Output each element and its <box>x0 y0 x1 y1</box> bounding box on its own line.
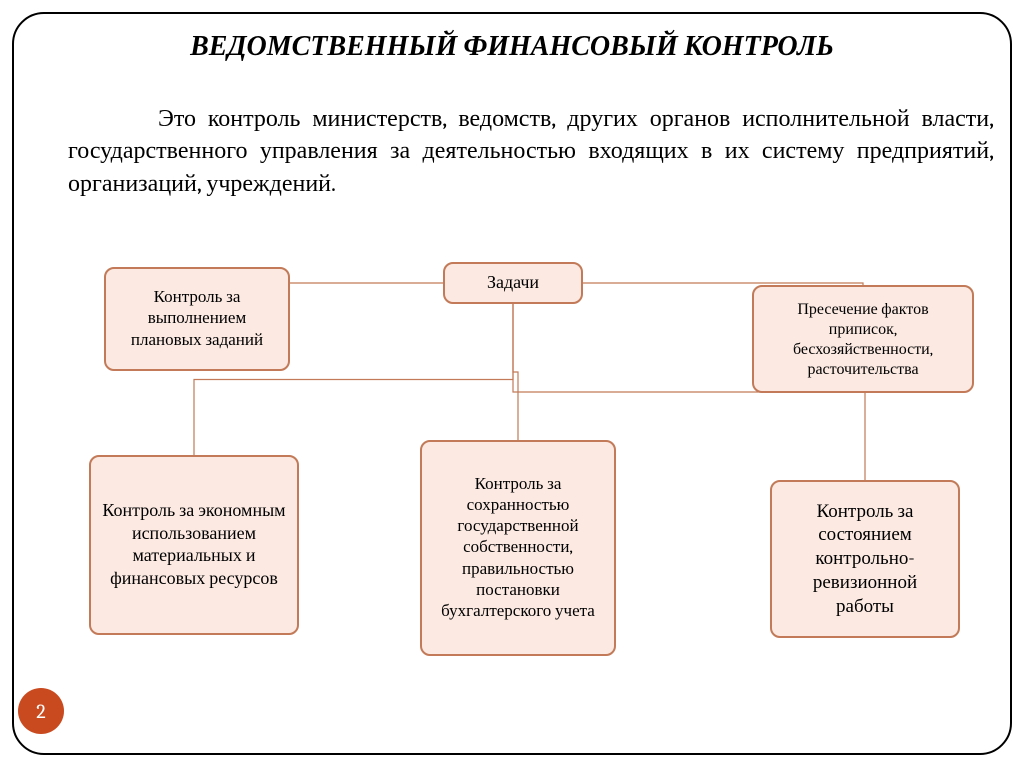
slide: ВЕДОМСТВЕННЫЙ ФИНАНСОВЫЙ КОНТРОЛЬ Это ко… <box>0 0 1024 767</box>
page-number-badge: 2 <box>18 688 64 734</box>
diagram-node-n2-label: Пресечение фактов приписок, бесхозяйстве… <box>764 299 962 379</box>
diagram-node-n5-label: Контроль за состоянием контрольно-ревизи… <box>782 500 948 619</box>
page-number: 2 <box>36 700 45 723</box>
diagram-node-n1: Контроль за выполнением плановых заданий <box>104 267 290 371</box>
diagram-node-n1-label: Контроль за выполнением плановых заданий <box>116 287 278 351</box>
diagram-root-label: Задачи <box>487 272 539 295</box>
diagram-node-n4: Контроль за сохранностью государственной… <box>420 440 616 656</box>
slide-title: ВЕДОМСТВЕННЫЙ ФИНАНСОВЫЙ КОНТРОЛЬ <box>0 30 1024 63</box>
diagram-node-n3: Контроль за экономным использованием мат… <box>89 455 299 635</box>
intro-paragraph-text: Это контроль министерств, ведомств, друг… <box>68 104 994 197</box>
diagram-node-n3-label: Контроль за экономным использованием мат… <box>101 500 287 590</box>
diagram-root-node: Задачи <box>443 262 583 304</box>
intro-paragraph: Это контроль министерств, ведомств, друг… <box>68 102 994 199</box>
diagram-node-n4-label: Контроль за сохранностью государственной… <box>432 474 604 623</box>
diagram-node-n2: Пресечение фактов приписок, бесхозяйстве… <box>752 285 974 393</box>
diagram-node-n5: Контроль за состоянием контрольно-ревизи… <box>770 480 960 638</box>
